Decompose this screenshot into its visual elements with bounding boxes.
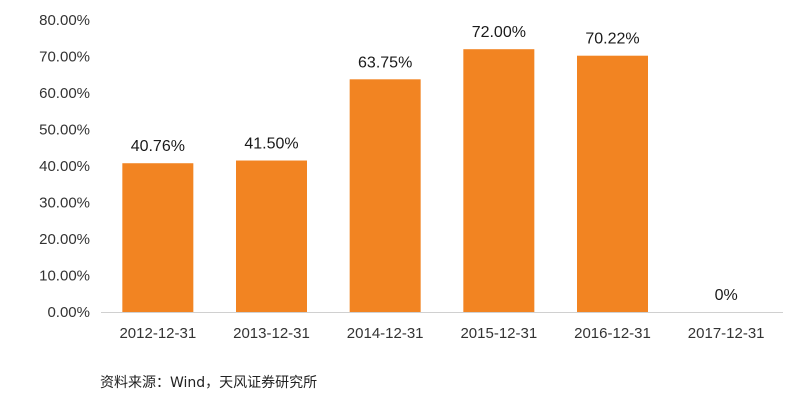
bar — [577, 55, 648, 313]
data-label: 0% — [715, 287, 738, 304]
x-tick-label: 2016-12-31 — [574, 325, 651, 342]
y-tick-label: 0.00% — [47, 304, 90, 321]
x-tick-label: 2015-12-31 — [460, 325, 537, 342]
y-axis: 0.00% 10.00% 20.00% 30.00% 40.00% 50.00% 60.00… — [39, 12, 90, 321]
data-label: 41.50% — [244, 136, 298, 153]
data-label: 70.22% — [585, 31, 639, 48]
y-tick-label: 80.00% — [39, 12, 90, 29]
x-tick-label: 2012-12-31 — [119, 325, 196, 342]
bars-group — [122, 49, 648, 313]
source-note: 资料来源：Wind，天风证券研究所 — [100, 375, 318, 391]
x-axis: 2012-12-31 2013-12-31 2014-12-31 2015-12-31… — [119, 325, 764, 342]
data-labels-group: 40.76% 41.50% 63.75% 72.00% 70.22% 0% — [131, 24, 738, 304]
data-label: 40.76% — [131, 138, 185, 155]
y-tick-label: 60.00% — [39, 85, 90, 102]
y-tick-label: 30.00% — [39, 195, 90, 212]
x-tick-label: 2017-12-31 — [688, 325, 765, 342]
bar — [236, 160, 307, 312]
data-label: 63.75% — [358, 54, 412, 71]
data-label: 72.00% — [472, 24, 526, 41]
bar — [122, 163, 194, 312]
bar — [463, 49, 535, 312]
y-tick-label: 70.00% — [39, 49, 90, 66]
y-tick-label: 40.00% — [39, 158, 90, 175]
x-tick-label: 2013-12-31 — [233, 325, 310, 342]
y-tick-label: 50.00% — [39, 122, 90, 139]
y-tick-label: 10.00% — [39, 268, 90, 285]
y-tick-label: 20.00% — [39, 231, 90, 248]
bar — [349, 79, 421, 312]
x-tick-label: 2014-12-31 — [347, 325, 424, 342]
